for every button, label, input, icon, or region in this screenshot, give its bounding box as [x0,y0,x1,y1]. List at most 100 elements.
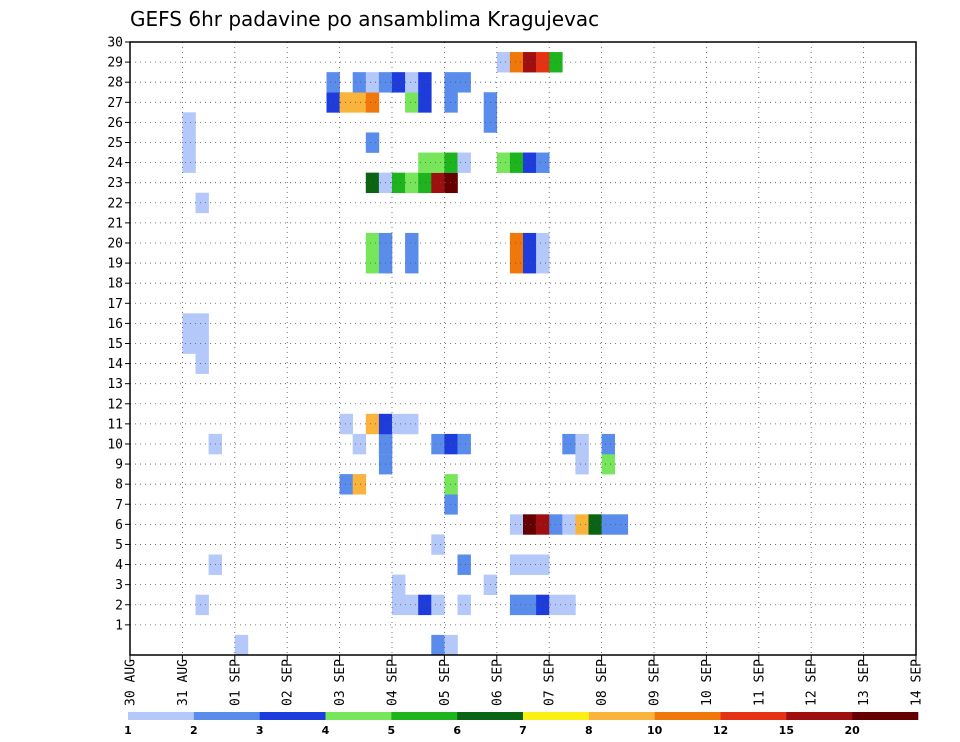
heatmap-cell [365,172,380,194]
heatmap-cell [182,313,196,334]
x-tick-label: 12 SEP [805,659,820,706]
heatmap-cell [523,152,537,173]
heatmap-cell [365,92,380,113]
legend-swatch [193,712,260,720]
heatmap-cell [182,132,196,153]
y-tick-label: 23 [107,176,123,191]
heatmap-cell [352,433,367,455]
heatmap-cell [444,152,458,173]
heatmap-cell [457,554,471,575]
y-tick-label: 8 [115,478,123,493]
legend-label: 10 [647,724,663,737]
y-axis: 1234567891011121314151617181920212223242… [107,36,130,633]
grid-lines [130,41,916,655]
heatmap-cell [536,554,550,575]
y-tick-label: 13 [107,377,123,392]
legend-swatch [128,712,195,720]
x-tick-label: 30 AUG [124,659,139,706]
heatmap-cell [509,514,524,535]
heatmap-cell [392,72,406,93]
legend-label: 8 [585,724,593,737]
color-legend: 1 2 3 4 5 6 7 8 10 12 15 20 [124,712,919,737]
heatmap-cell [365,253,380,274]
heatmap-cell [509,152,524,173]
heatmap-cell [444,433,458,455]
heatmap-cell [523,594,537,616]
y-tick-label: 2 [115,598,123,613]
heatmap-cell [182,333,196,354]
heatmap-cell [418,172,432,194]
legend-swatch [720,712,787,720]
x-tick-label: 11 SEP [752,659,767,706]
heatmap-cell [418,152,432,173]
legend-swatch [654,712,721,720]
legend-swatch [786,712,853,720]
heatmap-cell [536,152,550,173]
legend-label: 3 [256,724,264,737]
y-tick-label: 18 [107,277,123,292]
legend-label: 4 [322,724,330,737]
heatmap-cell [457,594,471,616]
heatmap-cell [392,413,406,435]
x-tick-label: 07 SEP [543,659,558,706]
heatmap-cell [509,52,524,73]
heatmap-cell [405,253,419,274]
x-tick-label: 01 SEP [228,659,243,706]
legend-swatch [852,712,919,720]
legend-swatch [457,712,524,720]
y-tick-label: 20 [107,236,123,251]
y-tick-label: 12 [107,397,123,412]
legend-label: 1 [124,724,132,737]
legend-swatch [523,712,590,720]
legend-swatch [391,712,458,720]
legend-swatch [259,712,326,720]
legend-label: 2 [190,724,198,737]
heatmap-cell [195,353,209,374]
x-tick-label: 04 SEP [386,659,401,706]
heatmap-cell [601,433,615,455]
heatmap-cell [496,52,511,73]
heatmap-cell [509,594,524,616]
legend-swatch [588,712,655,720]
legend-swatch [325,712,392,720]
heatmap-cell [444,92,458,113]
y-tick-label: 17 [107,297,123,312]
heatmap-cell [536,232,550,254]
y-tick-label: 21 [107,216,123,231]
y-tick-label: 30 [107,36,123,51]
legend-label: 15 [779,724,794,737]
heatmap-cell [523,232,537,254]
heatmap-cell [418,72,432,93]
x-tick-label: 10 SEP [700,659,715,706]
heatmap-cell [457,433,471,455]
heatmap-cell [405,413,419,435]
y-tick-label: 26 [107,116,123,131]
heatmap-cell [405,232,419,254]
heatmap-cell [365,232,380,254]
heatmap-cell [562,594,576,616]
heatmap-cell [182,152,196,173]
heatmap-cell [392,172,406,194]
heatmap-cell [601,454,615,475]
y-tick-label: 25 [107,136,123,151]
heatmap-cell [326,72,340,93]
heatmap-cell [392,574,406,596]
y-tick-label: 3 [115,578,123,593]
x-tick-label: 31 AUG [176,659,191,706]
heatmap-cell [431,433,445,455]
heatmap-cell [509,554,524,575]
heatmap-cell [405,594,419,616]
x-tick-label: 13 SEP [857,659,872,706]
y-tick-label: 19 [107,257,123,272]
y-tick-label: 6 [115,518,123,533]
heatmap-cell [457,152,471,173]
y-tick-label: 14 [107,357,123,372]
legend-label: 20 [845,724,861,737]
heatmap-cell [496,152,511,173]
heatmap-cell [536,52,550,73]
y-tick-label: 10 [107,437,123,452]
y-tick-label: 29 [107,56,123,71]
heatmap-cell [444,634,458,656]
heatmap-cell [562,514,576,535]
heatmap-cell [575,454,589,475]
